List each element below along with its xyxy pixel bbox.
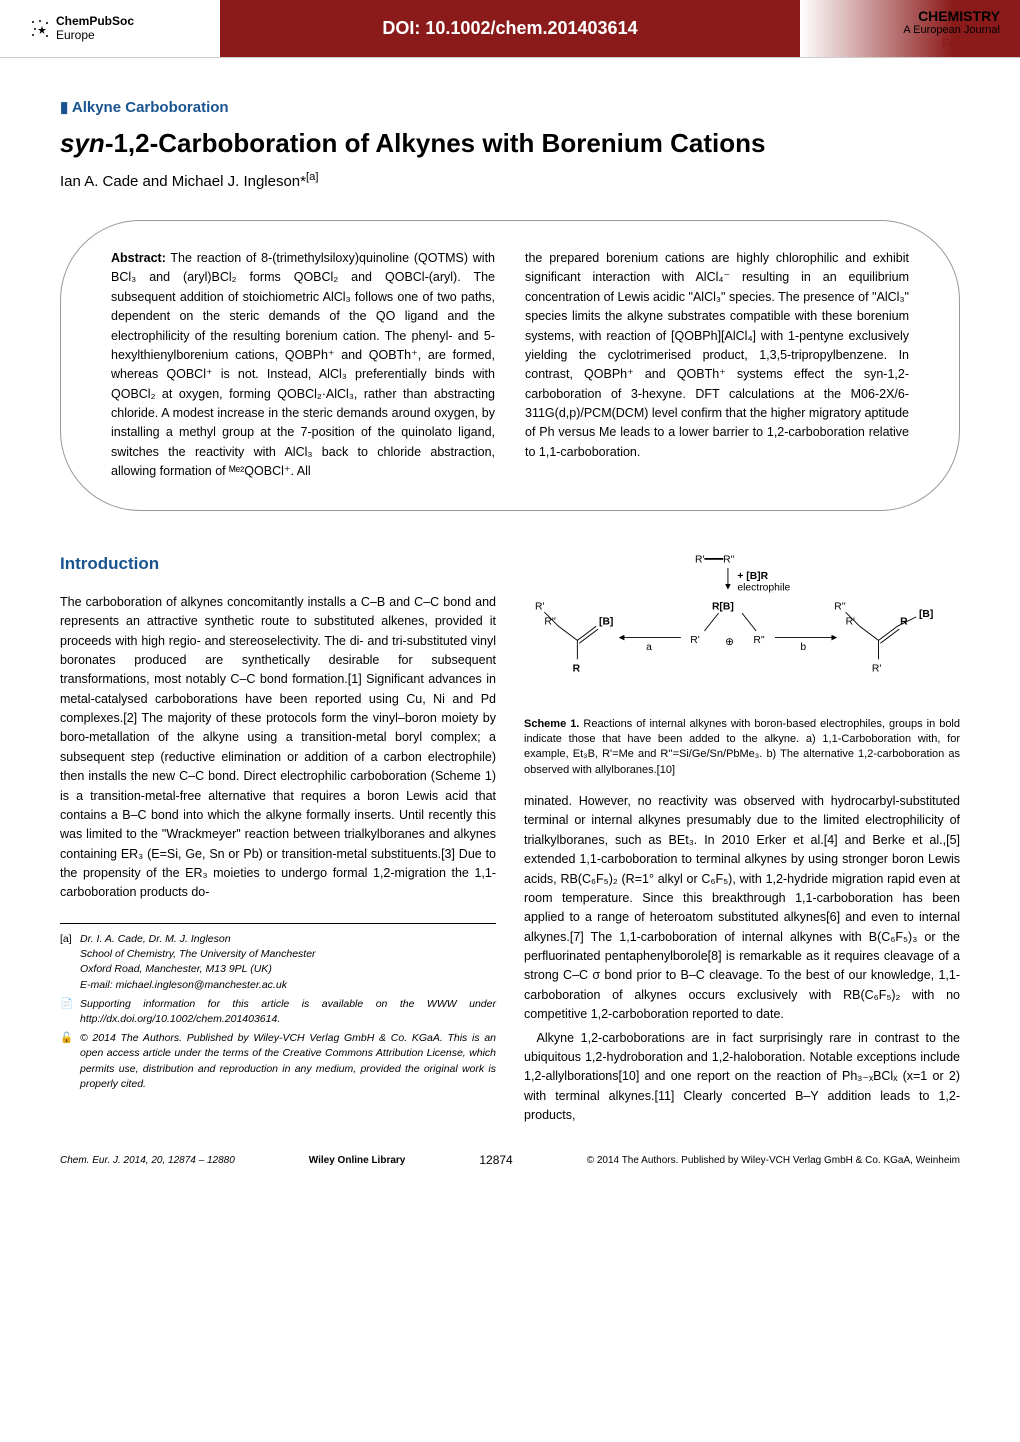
scheme-b-rdprime: R'' <box>834 601 845 612</box>
article-type: Full Paper <box>942 36 1000 50</box>
right-paragraph-1: minated. However, no reactivity was obse… <box>524 792 960 1025</box>
topic-text: Alkyne Carboboration <box>72 99 229 116</box>
topic-label: Alkyne Carboboration <box>60 98 960 116</box>
author-names: Ian A. Cade and Michael J. Ingleson* <box>60 173 306 190</box>
scheme-path-a: a <box>646 641 652 652</box>
doi-text: DOI: 10.1002/chem.201403614 <box>382 18 637 39</box>
footer-copyright: © 2014 The Authors. Published by Wiley-V… <box>587 1155 960 1166</box>
footnotes-block: [a] Dr. I. A. Cade, Dr. M. J. Ingleson S… <box>60 923 496 1092</box>
scheme-1-caption: Scheme 1. Reactions of internal alkynes … <box>524 717 960 779</box>
scheme-caption-lead: Scheme 1. <box>524 718 579 730</box>
scheme-label-rprime: R'━━━R'' <box>695 554 735 565</box>
footnote-label-a: [a] <box>60 932 74 993</box>
scheme-label-rb: R[B] <box>712 601 734 612</box>
footer-library: Wiley Online Library <box>309 1155 406 1166</box>
title-italic-part: syn <box>60 128 105 158</box>
scheme-a-r: R <box>573 663 581 674</box>
scheme-b-rprime: R' <box>846 616 855 627</box>
star-cluster-icon <box>30 19 50 39</box>
scheme-product-a: R'' [B] R' R <box>535 601 613 674</box>
left-column: Introduction The carboboration of alkyne… <box>60 551 496 1126</box>
body-two-column: Introduction The carboboration of alkyne… <box>60 551 960 1126</box>
abstract-lead: Abstract: <box>111 251 166 265</box>
scheme-a-rprime: R' <box>535 601 544 612</box>
scheme-label-electrophile: + [B]R <box>737 571 768 582</box>
journal-subtitle: A European Journal <box>903 24 1000 36</box>
page-footer: Chem. Eur. J. 2014, 20, 12874 – 12880 Wi… <box>0 1145 1020 1185</box>
author-list: Ian A. Cade and Michael J. Ingleson*[a] <box>60 173 960 190</box>
scheme-1: R'━━━R'' + [B]R electrophile R[B] R' R''… <box>524 551 960 779</box>
footnote-license: 🔓 © 2014 The Authors. Published by Wiley… <box>60 1031 496 1092</box>
scheme-center-rprime: R' <box>690 635 699 646</box>
footnote-si-text: Supporting information for this article … <box>80 997 496 1027</box>
right-column: R'━━━R'' + [B]R electrophile R[B] R' R''… <box>524 551 960 1126</box>
document-icon: 📄 <box>60 997 74 1027</box>
abstract-column-right: the prepared borenium cations are highly… <box>525 249 909 482</box>
article-title: syn-1,2-Carboboration of Alkynes with Bo… <box>60 128 960 159</box>
title-rest: -1,2-Carboboration of Alkynes with Boren… <box>105 128 766 158</box>
author-affiliation-ref: [a] <box>306 171 319 183</box>
scheme-center-rdprime: R'' <box>753 635 764 646</box>
scheme-center-plus: ⊕ <box>725 637 734 648</box>
footnote-cc-text: © 2014 The Authors. Published by Wiley-V… <box>80 1031 496 1092</box>
scheme-product-b: R' R R'' [B] R' <box>834 601 933 674</box>
article-content: Alkyne Carboboration syn-1,2-Carboborati… <box>0 58 1020 1145</box>
intro-paragraph-1: The carboboration of alkynes concomitant… <box>60 593 496 903</box>
footer-page-number: 12874 <box>479 1153 512 1167</box>
scheme-path-b: b <box>800 641 806 652</box>
abstract-right-text: the prepared borenium cations are highly… <box>525 251 909 459</box>
scheme-label-electrophile2: electrophile <box>737 582 790 593</box>
journal-logo-right: CHEMISTRY A European Journal Full Paper <box>800 0 1020 57</box>
abstract-column-left: Abstract: The reaction of 8-(trimethylsi… <box>111 249 495 482</box>
scheme-1-figure: R'━━━R'' + [B]R electrophile R[B] R' R''… <box>524 551 960 711</box>
publisher-line1: ChemPubSoc <box>56 14 134 28</box>
abstract-left-text: The reaction of 8-(trimethylsiloxy)quino… <box>111 251 495 478</box>
scheme-caption-text: Reactions of internal alkynes with boron… <box>524 718 960 776</box>
abstract-box: Abstract: The reaction of 8-(trimethylsi… <box>60 220 960 511</box>
publisher-name: ChemPubSoc Europe <box>56 15 134 41</box>
scheme-b-rprime2: R' <box>872 663 881 674</box>
journal-header: ChemPubSoc Europe DOI: 10.1002/chem.2014… <box>0 0 1020 58</box>
footer-citation: Chem. Eur. J. 2014, 20, 12874 – 12880 <box>60 1155 235 1166</box>
publisher-logo-left: ChemPubSoc Europe <box>0 0 220 57</box>
scheme-a-b: [B] <box>599 616 613 627</box>
journal-name: CHEMISTRY <box>918 8 1000 24</box>
scheme-b-b: [B] <box>919 608 933 619</box>
footnote-supporting-info: 📄 Supporting information for this articl… <box>60 997 496 1027</box>
doi-bar: DOI: 10.1002/chem.201403614 <box>220 0 800 57</box>
publisher-line2: Europe <box>56 28 95 42</box>
footnote-a-text: Dr. I. A. Cade, Dr. M. J. Ingleson Schoo… <box>80 932 316 993</box>
right-paragraph-2: Alkyne 1,2-carboborations are in fact su… <box>524 1029 960 1126</box>
introduction-heading: Introduction <box>60 551 496 577</box>
footnote-affiliation: [a] Dr. I. A. Cade, Dr. M. J. Ingleson S… <box>60 932 496 993</box>
open-access-icon: 🔓 <box>60 1031 74 1092</box>
